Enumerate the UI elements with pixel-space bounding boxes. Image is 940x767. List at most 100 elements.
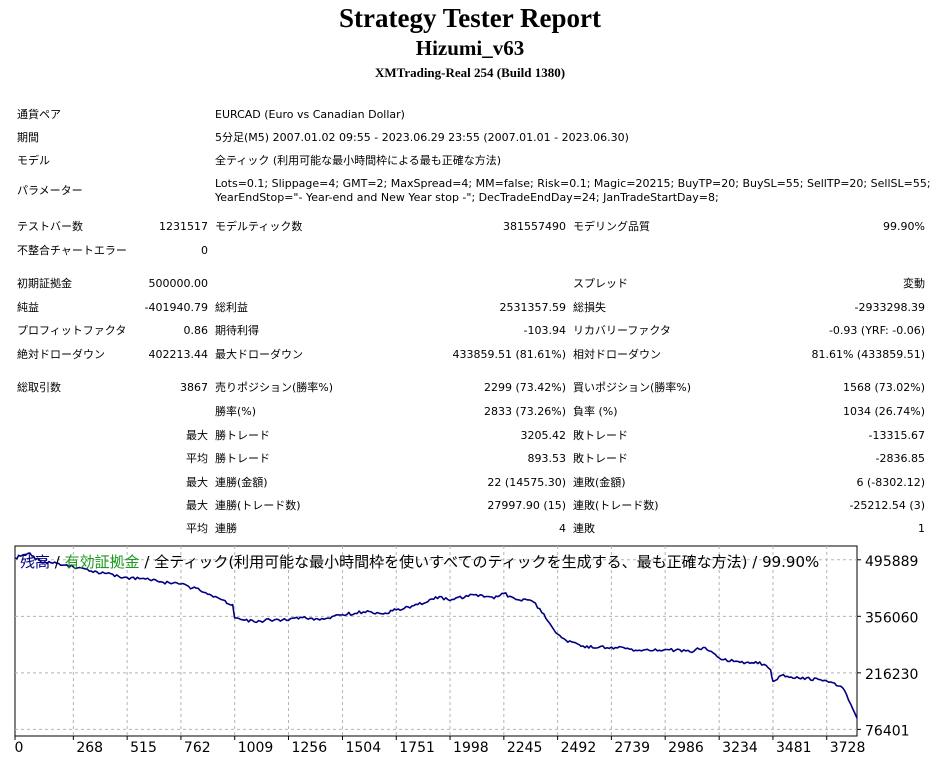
gross-profit-label: 総利益 xyxy=(215,301,248,314)
net-profit-value: -401940.79 xyxy=(144,301,208,314)
x-tick-label: 1009 xyxy=(238,740,274,756)
rel-drawdown-value: 81.61% (433859.51) xyxy=(811,348,925,361)
model-value: 全ティック (利用可能な最小時間枠による最も正確な方法) xyxy=(215,154,502,167)
short-positions-value: 2299 (73.42%) xyxy=(483,381,566,394)
profit-factor-label: プロフィットファクタ xyxy=(17,324,127,337)
largest-win-value: 3205.42 xyxy=(520,429,567,442)
balance-chart: 495889 356060 216230 76401 0 268 515 762 1009 12… xyxy=(14,545,918,756)
expected-payoff-label: 期待利得 xyxy=(215,324,259,337)
largest-loss-label: 敗トレード xyxy=(573,429,628,442)
gross-profit-value: 2531357.59 xyxy=(499,301,566,314)
consec-wins-money-value: 22 (14575.30) xyxy=(487,476,566,489)
avg-label: 平均 xyxy=(186,452,208,465)
ticks-value: 381557490 xyxy=(503,220,566,233)
legend-sep: / xyxy=(50,553,65,571)
legend-equity: 有効証拠金 xyxy=(65,553,140,571)
consec-profit-label: 連勝(トレード数) xyxy=(215,499,301,512)
max-label: 最大 xyxy=(186,429,208,442)
x-tick-label: 2739 xyxy=(614,740,650,756)
x-tick-label: 2986 xyxy=(668,740,704,756)
avg-loss-label: 敗トレード xyxy=(573,452,628,465)
avg-label-2: 平均 xyxy=(186,522,208,535)
gross-loss-value: -2933298.39 xyxy=(854,301,925,314)
expert-name: Hizumi_v63 xyxy=(415,36,525,60)
chart-legend: 残高 / 有効証拠金 / 全ティック(利用可能な最小時間枠を使いすべてのティック… xyxy=(20,553,819,571)
deposit-label: 初期証拠金 xyxy=(17,277,72,290)
loss-rate-value: 1034 (26.74%) xyxy=(842,405,925,418)
x-tick-label: 3481 xyxy=(776,740,812,756)
x-tick-label: 3728 xyxy=(830,740,866,756)
largest-win-label: 勝トレード xyxy=(215,429,270,442)
params-line-1: Lots=0.1; Slippage=4; GMT=2; MaxSpread=4… xyxy=(215,177,931,190)
abs-drawdown-label: 絶対ドローダウン xyxy=(17,348,105,361)
server-info: XMTrading-Real 254 (Build 1380) xyxy=(374,65,566,80)
recovery-factor-value: -0.93 (YRF: -0.06) xyxy=(828,324,925,337)
report-title: Strategy Tester Report xyxy=(339,3,601,33)
legend-model: / 全ティック(利用可能な最小時間枠を使いすべてのティックを生成する、最も正確な… xyxy=(140,553,820,571)
win-rate-label: 勝率(%) xyxy=(215,405,257,418)
x-tick-label: 1751 xyxy=(399,740,435,756)
params-line-2: YearEndStop="- Year-end and New Year sto… xyxy=(215,191,719,204)
win-rate-value: 2833 (73.26%) xyxy=(483,405,566,418)
gross-loss-label: 総損失 xyxy=(573,301,606,314)
series-lines xyxy=(14,552,858,719)
long-positions-value: 1568 (73.02%) xyxy=(842,381,925,394)
profit-factor-value: 0.86 xyxy=(183,324,209,337)
plot-area xyxy=(14,545,858,737)
consec-profit-value: 27997.90 (15) xyxy=(487,499,566,512)
x-axis-ticks: 0 268 515 762 1009 1256 1504 1751 1998 2245 2492 27… xyxy=(14,736,866,756)
short-positions-label: 売りポジション(勝率%) xyxy=(215,381,334,394)
consec-losses-money-value: 6 (-8302.12) xyxy=(856,476,925,489)
consec-wins-money-label: 連勝(金額) xyxy=(215,476,268,489)
x-tick-label: 762 xyxy=(184,740,211,756)
avg-consec-wins-value: 4 xyxy=(559,522,566,535)
rel-drawdown-label: 相対ドローダウン xyxy=(573,348,661,361)
avg-consec-losses-value: 1 xyxy=(918,522,925,535)
y-tick-label: 76401 xyxy=(865,723,910,739)
abs-drawdown-value: 402213.44 xyxy=(148,348,209,361)
largest-loss-value: -13315.67 xyxy=(868,429,925,442)
x-tick-label: 0 xyxy=(15,740,24,756)
grid-lines xyxy=(15,546,857,736)
long-positions-label: 買いポジション(勝率%) xyxy=(573,381,692,394)
avg-consec-losses-label: 連敗 xyxy=(573,522,595,535)
x-tick-label: 1256 xyxy=(291,740,327,756)
max-drawdown-value: 433859.51 (81.61%) xyxy=(452,348,566,361)
bars-value: 1231517 xyxy=(159,220,208,233)
bars-label: テストバー数 xyxy=(17,220,83,233)
avg-win-value: 893.53 xyxy=(527,452,567,465)
consec-loss-value: -25212.54 (3) xyxy=(849,499,925,512)
net-profit-label: 純益 xyxy=(17,301,39,314)
avg-consec-wins-label: 連勝 xyxy=(215,522,237,535)
legend-balance: 残高 xyxy=(20,553,50,571)
consec-loss-label: 連敗(トレード数) xyxy=(573,499,659,512)
deposit-value: 500000.00 xyxy=(148,277,209,290)
recovery-factor-label: リカバリーファクタ xyxy=(573,324,671,337)
total-trades-label: 総取引数 xyxy=(17,381,61,394)
x-tick-label: 3234 xyxy=(722,740,758,756)
quality-label: モデリング品質 xyxy=(573,220,650,233)
avg-win-label: 勝トレード xyxy=(215,452,270,465)
pair-value: EURCAD (Euro vs Canadian Dollar) xyxy=(215,108,405,121)
max-label-2: 最大 xyxy=(186,476,208,489)
spread-value: 変動 xyxy=(903,277,925,290)
consec-losses-money-label: 連敗(金額) xyxy=(573,476,626,489)
max-drawdown-label: 最大ドローダウン xyxy=(215,348,303,361)
total-trades-value: 3867 xyxy=(180,381,208,394)
model-label: モデル xyxy=(17,154,50,167)
expected-payoff-value: -103.94 xyxy=(523,324,566,337)
y-axis-ticks: 495889 356060 216230 76401 xyxy=(857,554,918,739)
quality-value: 99.90% xyxy=(883,220,925,233)
x-tick-label: 2245 xyxy=(507,740,543,756)
x-tick-label: 2492 xyxy=(561,740,597,756)
x-tick-label: 268 xyxy=(76,740,103,756)
loss-rate-label: 負率 (%) xyxy=(573,405,618,418)
ticks-label: モデルティック数 xyxy=(215,220,303,233)
y-tick-label: 356060 xyxy=(865,610,918,626)
y-tick-label: 495889 xyxy=(865,554,918,570)
params-label: パラメーター xyxy=(17,184,83,197)
x-tick-label: 1998 xyxy=(453,740,489,756)
max-label-3: 最大 xyxy=(186,499,208,512)
spread-label: スプレッド xyxy=(573,277,628,290)
x-tick-label: 1504 xyxy=(345,740,381,756)
